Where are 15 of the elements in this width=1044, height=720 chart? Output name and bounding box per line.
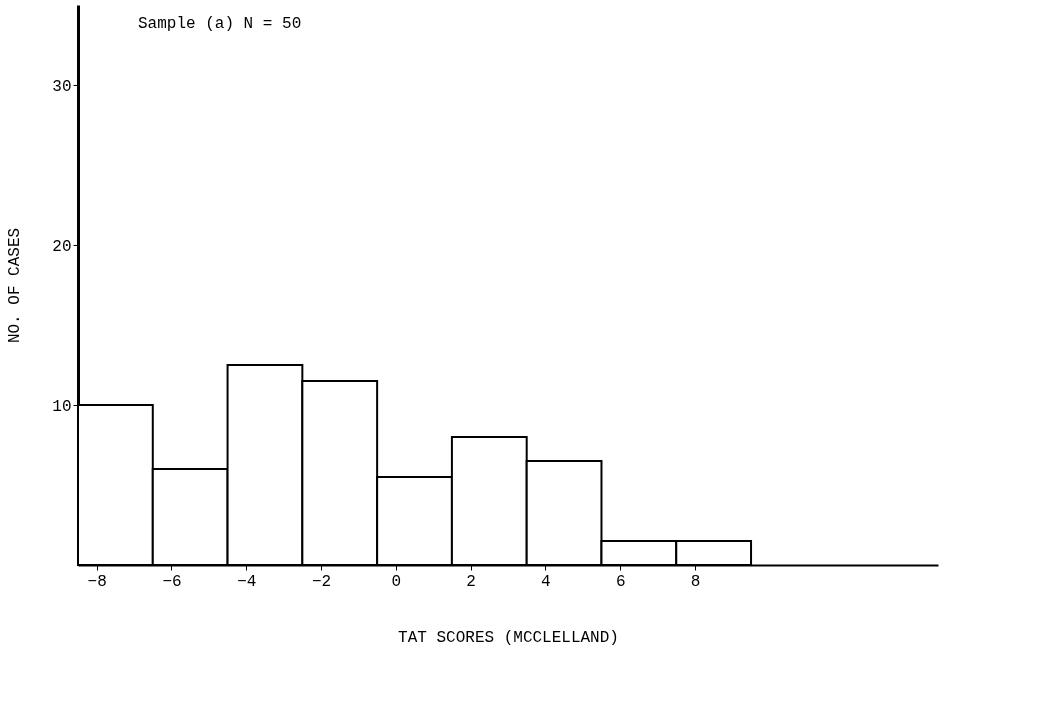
- y-tick-label: 10: [52, 397, 72, 416]
- x-tick-label: 8: [690, 572, 701, 591]
- x-axis-title: TAT SCORES (MCCLELLAND): [398, 628, 619, 647]
- annotation: Sample (a) N = 50: [138, 15, 302, 33]
- y-axis-title: NO. OF CASES: [6, 227, 25, 344]
- x-tick-label: −8: [87, 572, 107, 591]
- x-tick-label: −6: [162, 572, 182, 591]
- x-tick-label: 6: [615, 572, 626, 591]
- x-tick-label: −4: [237, 572, 257, 591]
- x-tick-label: 4: [541, 572, 551, 591]
- x-tick-label: −2: [311, 572, 332, 591]
- y-tick-label: 20: [52, 237, 72, 256]
- y-tick-label: 30: [52, 77, 72, 96]
- x-tick-label: 2: [466, 572, 476, 591]
- x-tick-label: 0: [391, 572, 402, 591]
